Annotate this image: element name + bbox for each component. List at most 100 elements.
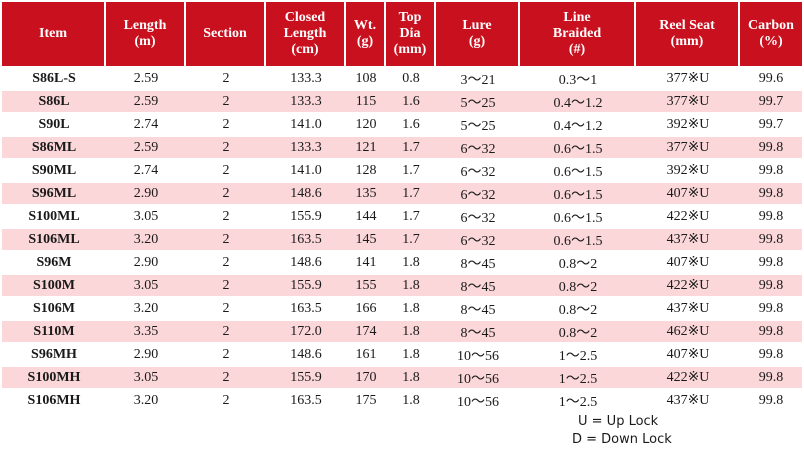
cell-top-dia: 1.7 — [386, 135, 436, 158]
cell-item: S90L — [2, 112, 106, 135]
cell-reel-seat: 422※U — [636, 365, 740, 388]
cell-line-braided: 0.6～1.5 — [520, 204, 636, 227]
cell-reel-seat: 422※U — [636, 273, 740, 296]
cell-line-braided: 1～2.5 — [520, 365, 636, 388]
cell-section: 2 — [186, 227, 266, 250]
cell-weight: 128 — [346, 158, 386, 181]
cell-length: 3.20 — [106, 227, 186, 250]
cell-line-braided: 0.6～1.5 — [520, 135, 636, 158]
spec-table: Item Length (m) Section Closed Length (cm) Wt.(… — [2, 2, 802, 411]
cell-reel-seat: 437※U — [636, 388, 740, 411]
cell-item: S96ML — [2, 181, 106, 204]
cell-lure: 6～32 — [436, 227, 520, 250]
table-row: S106M 3.20 2 163.5 166 1.8 8～45 0.8～2 437※U 99.8 — [2, 296, 802, 319]
cell-lure: 8～45 — [436, 296, 520, 319]
cell-top-dia: 1.8 — [386, 388, 436, 411]
table-row: S96M 2.90 2 148.6 141 1.8 8～45 0.8～2 407※U 99.8 — [2, 250, 802, 273]
cell-carbon: 99.8 — [740, 250, 802, 273]
header-line: Top — [398, 10, 422, 25]
cell-line-braided: 0.3～1 — [520, 66, 636, 89]
cell-line-braided: 0.8～2 — [520, 273, 636, 296]
cell-line-braided: 0.4～1.2 — [520, 112, 636, 135]
cell-closed-length: 163.5 — [266, 296, 346, 319]
cell-closed-length: 141.0 — [266, 158, 346, 181]
cell-weight: 145 — [346, 227, 386, 250]
cell-lure: 8～45 — [436, 273, 520, 296]
cell-top-dia: 1.7 — [386, 204, 436, 227]
table-row: S86ML 2.59 2 133.3 121 1.7 6～32 0.6～1.5 377※U 99.… — [2, 135, 802, 158]
cell-reel-seat: 407※U — [636, 181, 740, 204]
cell-weight: 108 — [346, 66, 386, 89]
header-lure: Lure (g) — [436, 2, 520, 66]
cell-weight: 175 — [346, 388, 386, 411]
cell-weight: 121 — [346, 135, 386, 158]
cell-length: 3.20 — [106, 296, 186, 319]
cell-length: 2.90 — [106, 342, 186, 365]
header-item: Item — [2, 2, 106, 66]
cell-line-braided: 0.8～2 — [520, 296, 636, 319]
cell-item: S106ML — [2, 227, 106, 250]
cell-item: S96M — [2, 250, 106, 273]
table-row: S100ML 3.05 2 155.9 144 1.7 6～32 0.6～1.5 422※U 99… — [2, 204, 802, 227]
cell-closed-length: 133.3 — [266, 135, 346, 158]
cell-section: 2 — [186, 89, 266, 112]
table-row: S110M 3.35 2 172.0 174 1.8 8～45 0.8～2 462※U 99.8 — [2, 319, 802, 342]
header-length: Length (m) — [106, 2, 186, 66]
cell-length: 2.59 — [106, 89, 186, 112]
cell-length: 3.20 — [106, 388, 186, 411]
cell-line-braided: 0.6～1.5 — [520, 181, 636, 204]
cell-carbon: 99.8 — [740, 388, 802, 411]
header-reel-seat: Reel Seat (mm) — [636, 2, 740, 66]
cell-reel-seat: 422※U — [636, 204, 740, 227]
header-line: Carbon — [748, 18, 794, 33]
cell-item: S86L — [2, 89, 106, 112]
cell-top-dia: 0.8 — [386, 66, 436, 89]
header-line: (mm) — [670, 34, 704, 49]
header-line: (g) — [468, 34, 486, 49]
cell-item: S86L-S — [2, 66, 106, 89]
cell-line-braided: 0.8～2 — [520, 319, 636, 342]
cell-carbon: 99.8 — [740, 319, 802, 342]
header-line: (mm) — [393, 42, 427, 57]
cell-closed-length: 148.6 — [266, 181, 346, 204]
cell-weight: 141 — [346, 250, 386, 273]
table-row: S106ML 3.20 2 163.5 145 1.7 6～32 0.6～1.5 437※U 99… — [2, 227, 802, 250]
header-top-dia: Top Dia (mm) — [386, 2, 436, 66]
cell-closed-length: 172.0 — [266, 319, 346, 342]
cell-weight: 155 — [346, 273, 386, 296]
cell-carbon: 99.8 — [740, 135, 802, 158]
cell-lure: 10～56 — [436, 365, 520, 388]
cell-length: 2.74 — [106, 112, 186, 135]
cell-carbon: 99.6 — [740, 66, 802, 89]
cell-closed-length: 155.9 — [266, 273, 346, 296]
cell-carbon: 99.8 — [740, 342, 802, 365]
cell-carbon: 99.8 — [740, 296, 802, 319]
cell-reel-seat: 377※U — [636, 89, 740, 112]
cell-reel-seat: 407※U — [636, 250, 740, 273]
table-row: S96MH 2.90 2 148.6 161 1.8 10～56 1～2.5 407※U 99.8 — [2, 342, 802, 365]
header-line: Section — [203, 26, 247, 41]
cell-reel-seat: 407※U — [636, 342, 740, 365]
cell-top-dia: 1.7 — [386, 227, 436, 250]
cell-closed-length: 155.9 — [266, 365, 346, 388]
cell-carbon: 99.7 — [740, 112, 802, 135]
cell-closed-length: 163.5 — [266, 227, 346, 250]
cell-top-dia: 1.8 — [386, 273, 436, 296]
cell-carbon: 99.8 — [740, 365, 802, 388]
cell-length: 3.05 — [106, 204, 186, 227]
header-line: Line — [563, 10, 591, 25]
cell-length: 3.35 — [106, 319, 186, 342]
legend-down-lock: D = Down Lock — [572, 432, 672, 447]
cell-top-dia: 1.7 — [386, 181, 436, 204]
header-closed-length: Closed Length (cm) — [266, 2, 346, 66]
cell-section: 2 — [186, 135, 266, 158]
header-line: (cm) — [291, 42, 319, 57]
header-line: Closed — [284, 10, 326, 25]
cell-carbon: 99.7 — [740, 89, 802, 112]
cell-lure: 5～25 — [436, 112, 520, 135]
cell-reel-seat: 462※U — [636, 319, 740, 342]
cell-weight: 174 — [346, 319, 386, 342]
cell-closed-length: 141.0 — [266, 112, 346, 135]
cell-closed-length: 133.3 — [266, 66, 346, 89]
cell-reel-seat: 392※U — [636, 158, 740, 181]
